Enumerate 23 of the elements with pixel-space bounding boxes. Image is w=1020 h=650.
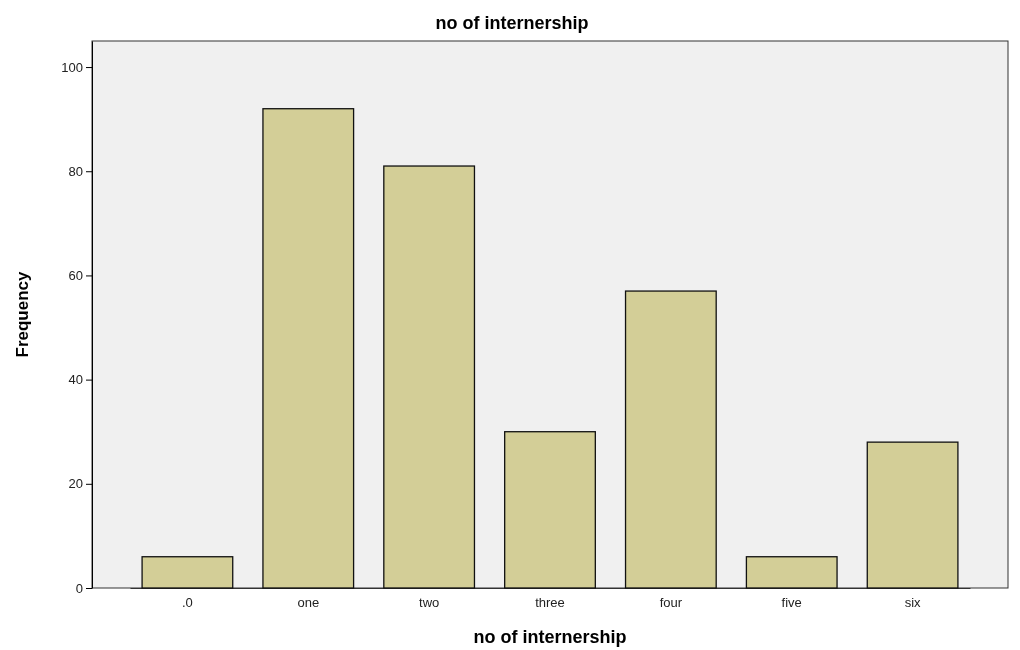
y-axis-title: Frequency — [13, 270, 32, 358]
x-tick-label: five — [781, 594, 802, 610]
x-axis-title: no of internership — [473, 627, 627, 647]
x-tick-label: six — [904, 594, 922, 610]
bar — [624, 290, 717, 589]
x-tick-label: four — [659, 594, 683, 610]
bar — [745, 556, 838, 589]
bar — [504, 431, 596, 589]
x-tick-label: three — [535, 594, 565, 610]
bar — [866, 441, 959, 589]
y-tick-label: 80 — [68, 163, 83, 179]
chart-title: no of internership — [435, 13, 589, 33]
y-tick-label: 0 — [75, 580, 83, 596]
y-tick-label: 40 — [68, 372, 83, 388]
y-tick-label: 100 — [61, 59, 83, 75]
x-tick-label: two — [419, 594, 440, 610]
bar — [383, 165, 476, 589]
bar — [262, 108, 355, 589]
bar — [141, 556, 234, 589]
x-tick-label: one — [297, 594, 320, 610]
y-tick-label: 20 — [68, 476, 83, 492]
x-tick-label: .0 — [181, 594, 193, 610]
y-tick-label: 60 — [68, 268, 83, 284]
